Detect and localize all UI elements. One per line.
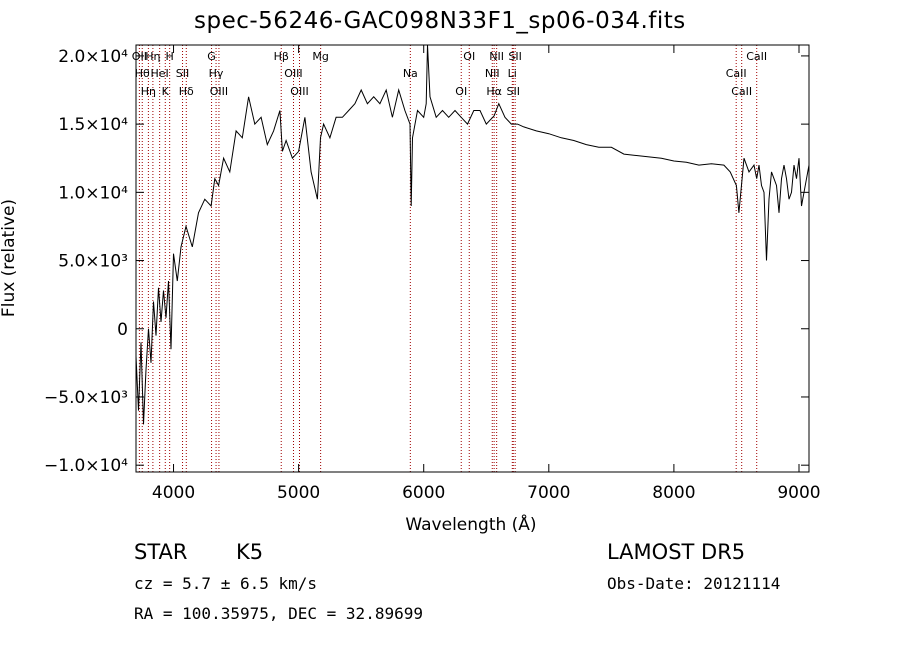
line-marker-label: CaII: [731, 85, 752, 98]
x-tick-label: 9000: [777, 483, 820, 503]
y-axis: −1.0×10⁴ −5.0×10³ 0 5.0×10³ 1.0×10⁴ 1.5×10⁴ 2.…: [44, 47, 809, 476]
x-tick-label: 5000: [277, 483, 320, 503]
y-tick-label: −5.0×10³: [44, 388, 128, 408]
line-marker-label: Li: [508, 67, 517, 80]
line-markers: [138, 45, 758, 472]
line-marker-label: NII: [485, 67, 500, 80]
x-tick-label: 8000: [652, 483, 695, 503]
x-tick-label: 7000: [527, 483, 570, 503]
y-axis-label: Flux (relative): [0, 199, 19, 317]
line-marker-label: OI: [463, 50, 475, 63]
line-marker-label: H: [166, 50, 174, 63]
y-tick-label: 5.0×10³: [58, 252, 128, 272]
survey-release: LAMOST DR5: [607, 540, 746, 564]
line-marker-label: SII: [507, 85, 520, 98]
line-marker-label: Hθ: [135, 67, 150, 80]
line-marker-label: CaII: [746, 50, 767, 63]
y-tick-label: 1.5×10⁴: [58, 115, 128, 135]
observation-date: Obs-Date: 20121114: [607, 574, 781, 593]
line-marker-label: Na: [403, 67, 418, 80]
redshift-cz: cz = 5.7 ± 6.5 km/s: [134, 574, 318, 593]
chart-title: spec-56246-GAC098N33F1_sp06-034.fits: [194, 8, 686, 34]
line-marker-label: Mg: [312, 50, 328, 63]
x-axis: 4000 5000 6000 7000 8000 9000: [152, 45, 821, 503]
y-tick-label: −1.0×10⁴: [44, 456, 128, 476]
line-marker-label: OIII: [284, 67, 302, 80]
ra-dec: RA = 100.35975, DEC = 32.89699: [134, 604, 423, 623]
line-marker-label: Hα: [486, 85, 502, 98]
line-marker-label: OIII: [210, 85, 228, 98]
x-tick-label: 6000: [402, 483, 445, 503]
line-marker-label: CaII: [726, 67, 747, 80]
line-marker-label: Hβ: [274, 50, 289, 63]
y-tick-label: 2.0×10⁴: [58, 47, 128, 67]
y-tick-label: 0: [117, 320, 128, 340]
line-marker-label: Hη: [145, 50, 160, 63]
y-tick-label: 1.0×10⁴: [58, 183, 128, 203]
line-marker-label: OI: [455, 85, 467, 98]
line-marker-label: HeI: [150, 67, 168, 80]
line-marker-labels: OIIHθHηHηHeIKHSIIHδGHγOIIIHβOIIIOIIIMgNa…: [132, 50, 767, 98]
line-marker-label: G: [207, 50, 216, 63]
line-marker-label: NII: [489, 50, 504, 63]
line-marker-label: OIII: [290, 85, 308, 98]
plot-frame: [135, 44, 810, 473]
line-marker-label: K: [162, 85, 170, 98]
spectrum-line: [135, 44, 810, 425]
line-marker-label: SII: [508, 50, 521, 63]
line-marker-label: Hδ: [179, 85, 194, 98]
line-marker-label: Hγ: [209, 67, 224, 80]
x-axis-label: Wavelength (Å): [405, 513, 536, 535]
object-subclass: K5: [236, 540, 264, 564]
line-marker-label: Hη: [141, 85, 156, 98]
line-marker-label: SII: [176, 67, 189, 80]
x-tick-label: 4000: [152, 483, 195, 503]
object-class: STAR: [134, 540, 188, 564]
